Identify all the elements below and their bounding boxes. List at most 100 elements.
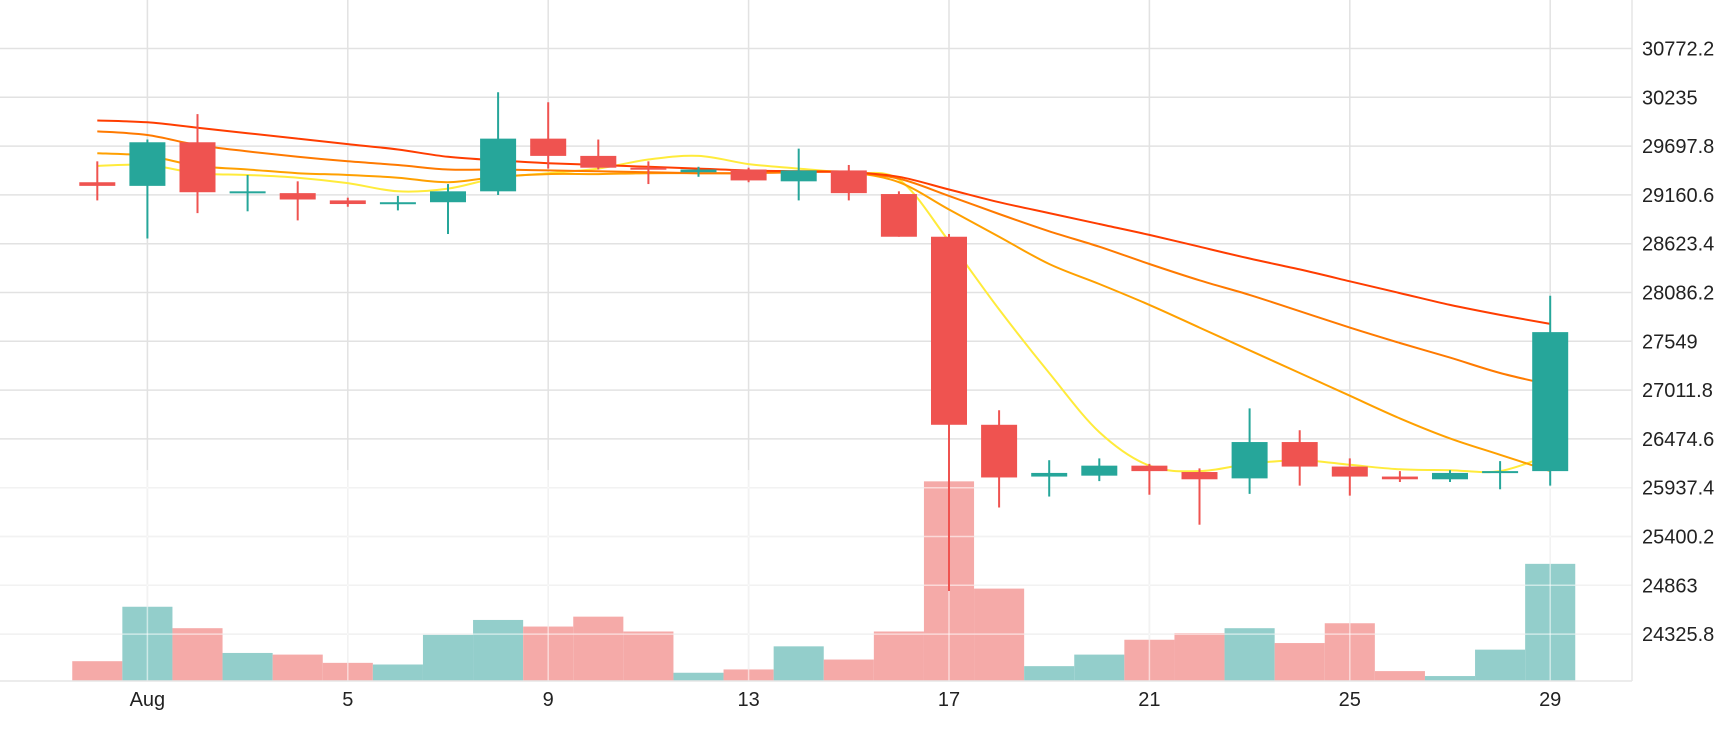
volume-bar — [1024, 666, 1075, 681]
volume-bar — [172, 628, 223, 681]
volume-bar — [422, 634, 474, 681]
candle — [830, 164, 867, 201]
x-tick-label: 5 — [342, 689, 353, 711]
candle — [1031, 460, 1068, 497]
y-tick-label: 26474.6 — [1642, 429, 1714, 451]
candle-body — [179, 142, 216, 193]
x-tick-label: 13 — [737, 689, 759, 711]
volume-bar — [473, 619, 524, 681]
volume-bar — [773, 646, 824, 681]
candle-body — [229, 191, 266, 194]
candle-body — [129, 142, 166, 186]
candle — [630, 161, 667, 185]
candle-body — [880, 194, 917, 237]
x-tick-label: 29 — [1539, 689, 1561, 711]
candle — [129, 139, 166, 239]
candle — [981, 410, 1018, 508]
candle-body — [1031, 472, 1068, 477]
volume-bar — [823, 659, 874, 681]
candles — [79, 92, 1569, 592]
moving-average-line — [97, 119, 1551, 325]
candle-body — [1231, 442, 1268, 479]
volume-bar — [1374, 671, 1425, 681]
candle — [480, 92, 517, 195]
x-tick-label: 21 — [1138, 689, 1160, 711]
grid-lines — [0, 0, 1632, 681]
candle-body — [580, 155, 617, 168]
candle — [931, 234, 967, 592]
candle — [580, 139, 617, 170]
moving-average-line — [97, 152, 1551, 473]
y-tick-label: 28086.2 — [1642, 283, 1714, 305]
moving-average-line — [97, 154, 1551, 474]
volume-bar — [372, 664, 423, 681]
candle — [680, 166, 717, 177]
candle-body — [780, 170, 817, 182]
candle — [379, 195, 416, 211]
candle-body — [1081, 465, 1118, 476]
y-tick-label: 29697.8 — [1642, 136, 1714, 158]
volume-bar — [1174, 633, 1225, 681]
volume-bar — [573, 616, 624, 681]
y-tick-label: 27549 — [1642, 331, 1698, 353]
candle — [1231, 408, 1268, 494]
candle — [1381, 471, 1418, 483]
candle-body — [279, 193, 316, 200]
candle-body — [730, 169, 767, 181]
x-tick-label: Aug — [130, 689, 166, 711]
candle — [79, 161, 116, 201]
y-tick-label: 30235 — [1642, 87, 1698, 109]
candle-body — [1331, 466, 1368, 477]
candle-body — [79, 182, 116, 186]
volume-bar — [673, 672, 724, 681]
candle — [1131, 463, 1168, 495]
candle-body — [1131, 465, 1168, 472]
y-tick-label: 29160.6 — [1642, 185, 1714, 207]
volume-bar — [1475, 649, 1526, 681]
y-tick-label: 25400.2 — [1642, 527, 1714, 549]
y-tick-label: 24325.8 — [1642, 624, 1714, 646]
candle-body — [480, 138, 517, 192]
candle-body — [630, 167, 667, 170]
moving-average-line — [97, 130, 1551, 386]
x-tick-label: 25 — [1339, 689, 1361, 711]
axes: 30772.2 30235 29697.8 29160.6 28623.4 28086.2… — [0, 0, 1714, 711]
candle — [1081, 458, 1118, 482]
y-tick-label: 30772.2 — [1642, 39, 1714, 61]
candle-body — [680, 169, 717, 173]
candle — [1331, 458, 1368, 496]
candle — [329, 197, 366, 207]
candle — [229, 174, 266, 212]
candle — [430, 184, 466, 235]
candle — [1482, 461, 1519, 490]
candle — [1181, 468, 1218, 525]
y-tick-label: 28623.4 — [1642, 234, 1714, 256]
candle — [1532, 295, 1569, 486]
y-tick-label: 27011.8 — [1642, 380, 1713, 402]
candle — [279, 181, 316, 221]
candle-body — [1432, 472, 1468, 480]
candle — [530, 102, 567, 169]
volume-bar — [72, 661, 123, 681]
candle-body — [430, 191, 466, 203]
candle — [780, 148, 817, 201]
candle — [1281, 430, 1318, 486]
candle-body — [1532, 332, 1569, 472]
x-tick-label: 9 — [543, 689, 554, 711]
candle-body — [1281, 442, 1318, 467]
candle-body — [1181, 472, 1218, 480]
candle-body — [379, 202, 416, 205]
candle — [179, 114, 216, 214]
volume-bar — [1074, 654, 1125, 681]
volume-bar — [272, 654, 323, 681]
candle-body — [329, 200, 366, 205]
candle-body — [830, 170, 867, 194]
candle-body — [530, 138, 567, 156]
volume-bar — [623, 631, 674, 681]
y-tick-label: 25937.4 — [1642, 478, 1714, 500]
candle-body — [981, 424, 1018, 478]
candle — [1432, 470, 1468, 483]
volume-bar — [1274, 643, 1325, 681]
